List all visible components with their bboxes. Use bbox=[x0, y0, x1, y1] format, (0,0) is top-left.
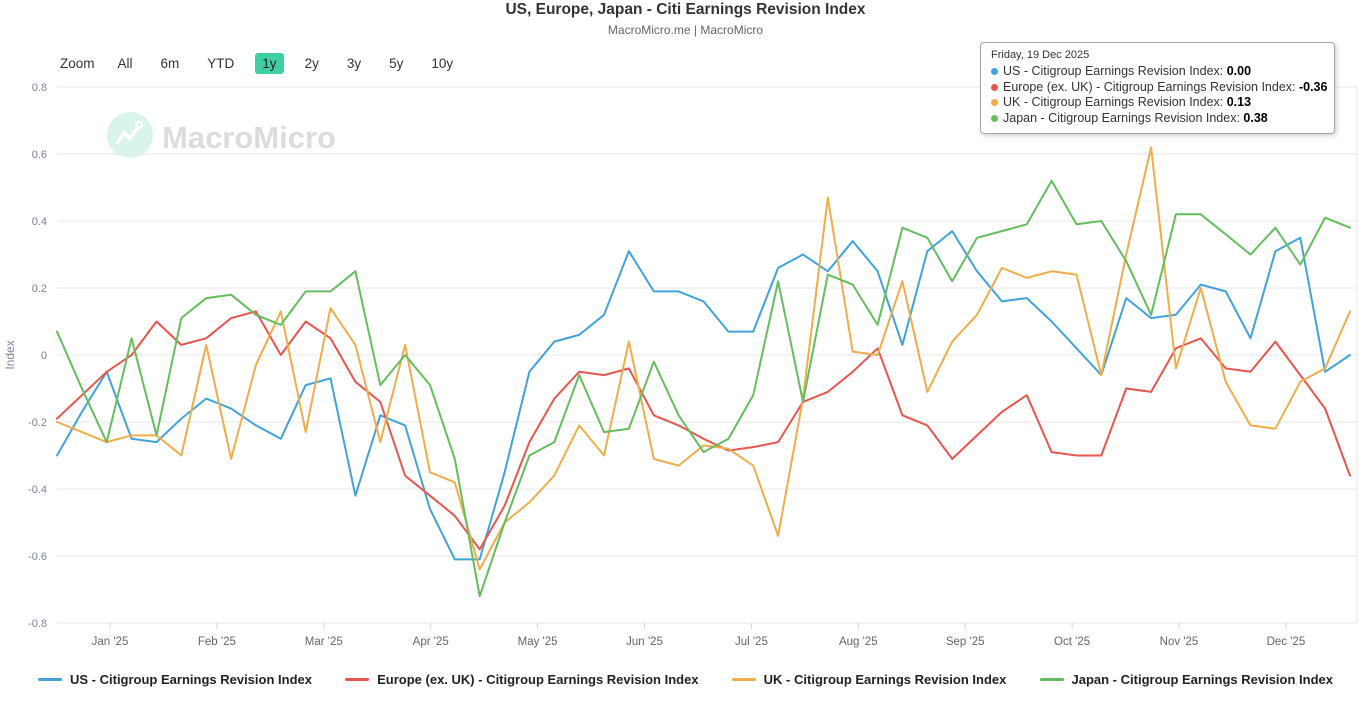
range-button-ytd[interactable]: YTD bbox=[207, 56, 235, 71]
chart-title: US, Europe, Japan - Citi Earnings Revisi… bbox=[505, 1, 866, 18]
tooltip-series-value: -0.36 bbox=[1298, 79, 1328, 94]
series-line-japan[interactable] bbox=[56, 179, 1351, 598]
legend-item-label: US - Citigroup Earnings Revision Index bbox=[70, 672, 312, 687]
legend-item-uk[interactable]: UK - Citigroup Earnings Revision Index bbox=[731, 672, 1007, 687]
x-axis-tick-label: Jun '25 bbox=[626, 636, 663, 648]
tooltip-series-value: 0.00 bbox=[1226, 64, 1252, 78]
y-axis-tick-label: -0.8 bbox=[28, 618, 47, 630]
zoom-label: Zoom bbox=[60, 56, 95, 71]
range-button-5y[interactable]: 5y bbox=[389, 56, 404, 71]
x-axis-tick-label: Jan '25 bbox=[92, 636, 129, 648]
x-axis-tick-label: Nov '25 bbox=[1160, 636, 1199, 648]
y-axis-tick-label: 0 bbox=[41, 350, 47, 362]
watermark-text: MacroMicro bbox=[162, 119, 336, 155]
tooltip-series-value: 0.38 bbox=[1243, 110, 1268, 125]
x-axis-tick-label: Sep '25 bbox=[946, 636, 985, 648]
series-line-us[interactable] bbox=[56, 230, 1351, 561]
tooltip-series-row: Japan - Citigroup Earnings Revision Inde… bbox=[991, 111, 1324, 127]
tooltip-series-row: Europe (ex. UK) - Citigroup Earnings Rev… bbox=[991, 80, 1327, 96]
x-axis-tick-label: Feb '25 bbox=[198, 636, 236, 648]
series-line-europe[interactable] bbox=[56, 310, 1351, 551]
series-bullet-icon bbox=[991, 83, 998, 91]
range-button-2y[interactable]: 2y bbox=[304, 56, 319, 71]
series-bullet-icon bbox=[991, 68, 998, 75]
series-line-uk[interactable] bbox=[56, 146, 1351, 571]
legend-item-us[interactable]: US - Citigroup Earnings Revision Index bbox=[38, 672, 312, 687]
series-bullet-icon bbox=[991, 114, 998, 122]
series-bullet-icon bbox=[991, 99, 998, 106]
x-axis-tick-label: Mar '25 bbox=[305, 636, 343, 648]
macromicro-watermark: MacroMicro bbox=[107, 112, 336, 163]
legend-dash-icon bbox=[38, 678, 62, 681]
legend-item-europe[interactable]: Europe (ex. UK) - Citigroup Earnings Rev… bbox=[345, 672, 699, 687]
x-axis-tick-label: Oct '25 bbox=[1054, 636, 1090, 648]
x-axis-tick-label: Jul '25 bbox=[735, 636, 768, 648]
chart-legend: US - Citigroup Earnings Revision Index Eu… bbox=[0, 672, 1371, 687]
y-axis-tick-label: -0.6 bbox=[28, 551, 47, 563]
tooltip-series-row: UK - Citigroup Earnings Revision Index: … bbox=[991, 95, 1324, 111]
x-axis-tick-label: Aug '25 bbox=[839, 636, 878, 648]
range-button-10y[interactable]: 10y bbox=[431, 56, 454, 71]
legend-item-label: Japan - Citigroup Earnings Revision Inde… bbox=[1071, 672, 1334, 687]
range-button-1y[interactable]: 1y bbox=[255, 53, 284, 74]
legend-item-japan[interactable]: Japan - Citigroup Earnings Revision Inde… bbox=[1039, 672, 1334, 687]
legend-item-label: UK - Citigroup Earnings Revision Index bbox=[763, 672, 1007, 687]
y-axis-tick-label: 0.4 bbox=[32, 216, 47, 228]
tooltip-series-value: 0.13 bbox=[1226, 95, 1252, 109]
zoom-range-toolbar: Zoom All 6m YTD 1y 2y 3y 5y 10y bbox=[60, 53, 474, 74]
range-button-all[interactable]: All bbox=[117, 56, 133, 71]
tooltip-series-row: US - Citigroup Earnings Revision Index: … bbox=[991, 64, 1324, 80]
y-axis-tick-label: 0.2 bbox=[32, 283, 47, 295]
y-axis-tick-label: 0.6 bbox=[32, 149, 47, 161]
y-axis-title: Index bbox=[3, 340, 17, 369]
x-axis-tick-label: May '25 bbox=[518, 636, 558, 648]
x-axis-tick-label: Dec '25 bbox=[1267, 636, 1306, 648]
y-axis-tick-label: -0.4 bbox=[28, 484, 47, 496]
tooltip-date: Friday, 19 Dec 2025 bbox=[991, 49, 1090, 61]
macromicro-logo-icon bbox=[107, 112, 153, 163]
range-button-6m[interactable]: 6m bbox=[160, 56, 180, 71]
legend-dash-icon bbox=[345, 678, 370, 681]
legend-dash-icon bbox=[1039, 678, 1064, 681]
range-button-3y[interactable]: 3y bbox=[346, 56, 362, 71]
y-axis-tick-label: -0.2 bbox=[28, 417, 47, 429]
x-axis-tick-label: Apr '25 bbox=[413, 636, 449, 648]
chart-tooltip: Friday, 19 Dec 2025 US - Citigroup Earni… bbox=[980, 42, 1335, 134]
y-axis-tick-label: 0.8 bbox=[32, 82, 47, 94]
legend-item-label: Europe (ex. UK) - Citigroup Earnings Rev… bbox=[377, 672, 699, 687]
chart-subtitle: MacroMicro.me | MacroMicro bbox=[607, 23, 764, 37]
legend-dash-icon bbox=[731, 678, 756, 681]
